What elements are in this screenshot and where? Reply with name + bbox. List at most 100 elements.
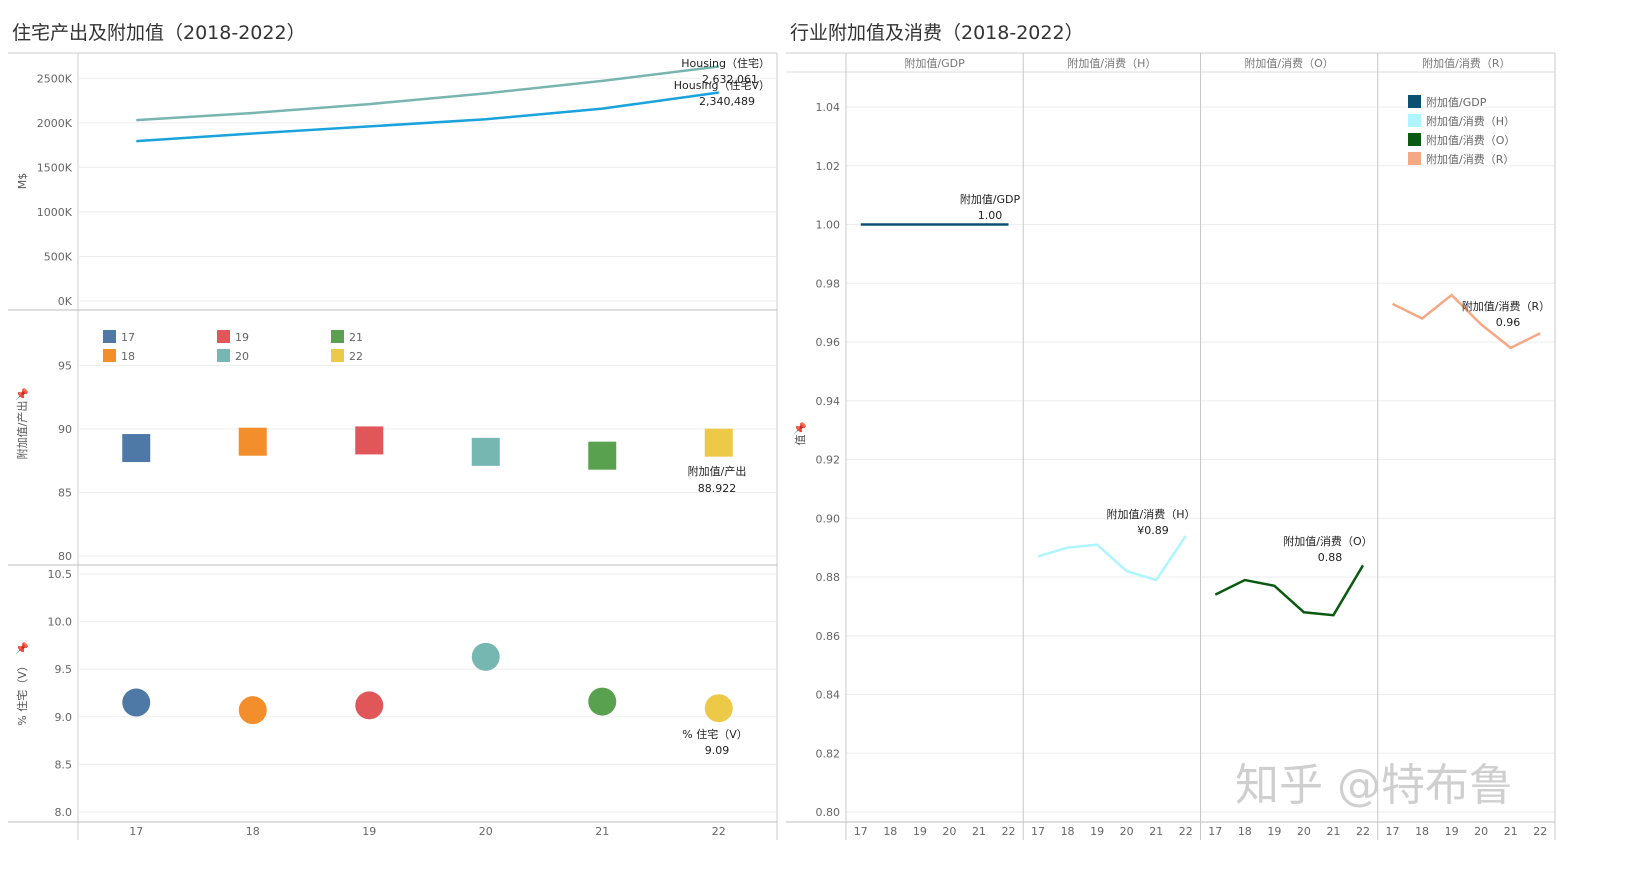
right-legend-label-0: 附加值/GDP	[1426, 95, 1487, 109]
right-x-tick-label: 19	[1090, 825, 1104, 838]
right-legend-swatch-1	[1408, 114, 1421, 127]
right-x-tick-label: 21	[1149, 825, 1163, 838]
pane2-y-tick-label: 85	[58, 487, 72, 500]
left-x-tick-label: 17	[129, 825, 143, 838]
pane2-y-axis-title: 附加值/产出	[15, 401, 29, 460]
right-x-tick-label: 17	[1386, 825, 1400, 838]
pane3-circle-mark-4	[588, 687, 617, 716]
right-x-tick-label: 18	[883, 825, 897, 838]
right-pin-icon: 📌	[793, 421, 807, 435]
right-y-tick-label: 0.88	[816, 571, 841, 584]
pane1-y-tick-label: 2500K	[37, 72, 73, 85]
right-y-tick-label: 1.00	[816, 219, 841, 232]
left-x-tick-label: 22	[712, 825, 726, 838]
pane2-end-value: 88.922	[698, 482, 737, 495]
right-series-line-2	[1214, 564, 1365, 617]
right-y-tick-label: 0.84	[816, 689, 841, 702]
right-series-value-label-2: 0.88	[1318, 551, 1343, 564]
right-y-tick-label: 0.86	[816, 630, 841, 643]
left-chart-title: 住宅产出及附加值（2018-2022）	[12, 22, 306, 44]
right-x-tick-label: 20	[1297, 825, 1311, 838]
pane1-series-value-label-0: 2,632,061	[702, 73, 758, 86]
pane2-legend-swatch-2	[217, 330, 230, 343]
right-y-tick-label: 0.82	[816, 747, 841, 760]
right-x-tick-label: 21	[1504, 825, 1518, 838]
right-chart-title: 行业附加值及消费（2018-2022）	[790, 22, 1084, 44]
right-y-tick-label: 0.94	[816, 395, 841, 408]
pane2-legend-swatch-3	[217, 349, 230, 362]
pane2-legend-swatch-5	[331, 349, 344, 362]
right-x-tick-label: 20	[1474, 825, 1488, 838]
pane2-legend-label-5: 22	[349, 350, 363, 363]
right-series-name-label-0: 附加值/GDP	[960, 192, 1021, 206]
right-series-line-3	[1391, 293, 1541, 350]
right-x-tick-label: 19	[1445, 825, 1459, 838]
right-x-tick-label: 21	[1326, 825, 1340, 838]
pane3-circle-mark-3	[471, 642, 500, 671]
pane2-square-mark-0	[122, 434, 151, 463]
pane1-series-name-label-1: Housing（住宅V）	[674, 78, 770, 92]
right-series-value-label-3: 0.96	[1496, 316, 1521, 329]
right-series-line-1	[1037, 535, 1187, 582]
right-y-axis-title: 值	[794, 435, 807, 446]
pane3-end-value: 9.09	[705, 744, 730, 757]
pane2-legend-label-2: 19	[235, 331, 249, 344]
pane2-square-mark-1	[238, 427, 267, 456]
pane3-y-tick-label: 9.5	[55, 663, 73, 676]
right-x-tick-label: 22	[1179, 825, 1193, 838]
right-panel-header-1: 附加值/消费（H）	[1067, 56, 1156, 70]
right-panel-header-0: 附加值/GDP	[904, 56, 965, 70]
right-x-tick-label: 17	[1031, 825, 1045, 838]
left-x-tick-label: 18	[246, 825, 260, 838]
pane3-circle-mark-1	[238, 696, 267, 725]
pane1-y-tick-label: 1500K	[37, 161, 73, 174]
right-panel-header-3: 附加值/消费（R）	[1422, 56, 1510, 70]
right-series-name-label-3: 附加值/消费（R）	[1462, 299, 1550, 313]
right-y-tick-label: 1.02	[816, 160, 841, 173]
pane1-series-name-label-0: Housing（住宅）	[681, 56, 770, 70]
pane3-y-tick-label: 8.0	[55, 806, 73, 819]
right-x-tick-label: 22	[1001, 825, 1015, 838]
right-series-value-label-0: 1.00	[978, 209, 1003, 222]
pane3-y-axis-title: % 住宅（V）	[15, 660, 29, 725]
right-legend-swatch-2	[1408, 133, 1421, 146]
pane3-circle-mark-5	[704, 694, 733, 723]
right-y-tick-label: 0.98	[816, 277, 841, 290]
right-series-name-label-1: 附加值/消费（H）	[1107, 507, 1196, 521]
pane3-y-tick-label: 10.0	[48, 616, 73, 629]
pane3-circle-mark-0	[122, 688, 151, 717]
pane2-legend-label-3: 20	[235, 350, 249, 363]
right-legend-label-2: 附加值/消费（O）	[1426, 133, 1515, 147]
right-legend-label-3: 附加值/消费（R）	[1426, 152, 1514, 166]
right-x-tick-label: 18	[1415, 825, 1429, 838]
right-x-tick-label: 18	[1238, 825, 1252, 838]
pane2-square-mark-3	[471, 437, 500, 466]
pane1-series-line-1	[136, 91, 719, 143]
pane2-square-mark-4	[588, 441, 617, 470]
right-y-tick-label: 0.80	[816, 806, 841, 819]
right-x-tick-label: 17	[854, 825, 868, 838]
pane1-series-line-0	[136, 65, 719, 122]
right-y-tick-label: 0.92	[816, 454, 841, 467]
left-x-tick-label: 20	[479, 825, 493, 838]
right-legend-swatch-3	[1408, 152, 1421, 165]
pane3-circle-mark-2	[355, 691, 384, 720]
pane1-y-tick-label: 1000K	[37, 206, 73, 219]
pane3-end-label: % 住宅（V）	[682, 727, 747, 741]
right-x-tick-label: 19	[913, 825, 927, 838]
pane1-y-tick-label: 2000K	[37, 117, 73, 130]
pane1-y-tick-label: 0K	[58, 295, 73, 308]
right-series-value-label-1: ¥0.89	[1137, 524, 1169, 537]
pane2-y-tick-label: 95	[58, 360, 72, 373]
right-legend-label-1: 附加值/消费（H）	[1426, 114, 1515, 128]
pane2-legend-label-4: 21	[349, 331, 363, 344]
pane2-end-label: 附加值/产出	[688, 464, 747, 478]
right-x-tick-label: 20	[1120, 825, 1134, 838]
pane1-series-value-label-1: 2,340,489	[699, 95, 755, 108]
pane2-legend-swatch-1	[103, 349, 116, 362]
right-y-tick-label: 1.04	[816, 101, 841, 114]
pane3-pin-icon: 📌	[15, 641, 29, 655]
pane1-y-tick-label: 500K	[44, 250, 73, 263]
pane2-square-mark-2	[355, 426, 384, 455]
